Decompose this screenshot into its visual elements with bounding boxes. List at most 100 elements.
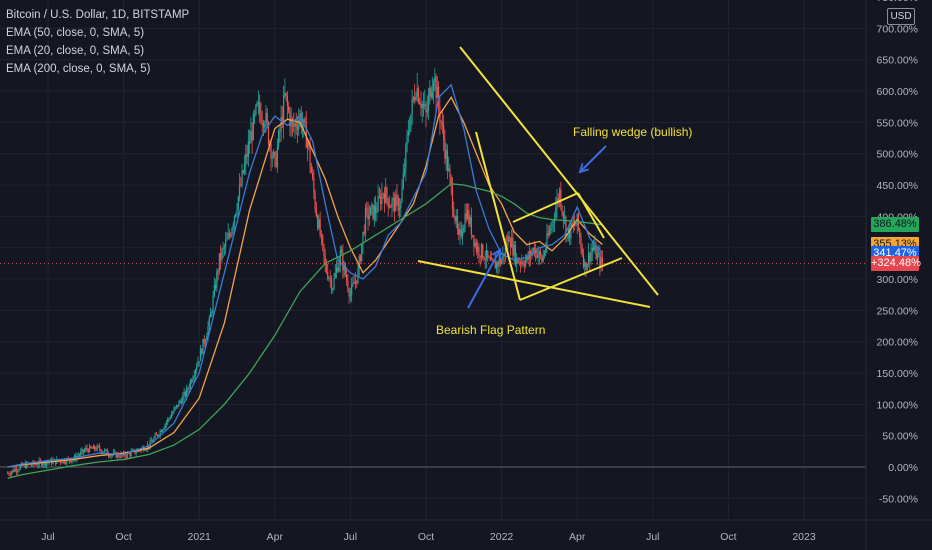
candle-body (188, 387, 190, 390)
candle-body (169, 417, 171, 419)
candle-body (557, 198, 559, 201)
currency-button[interactable]: USD (887, 8, 915, 25)
candle-body (375, 205, 377, 213)
candle-body (203, 338, 205, 344)
candle-body (266, 113, 268, 123)
y-tick-label: 200.00% (877, 337, 918, 349)
candle-body (397, 197, 399, 211)
candle-body (178, 401, 180, 407)
candle-body (94, 445, 96, 450)
x-tick-label: 2023 (792, 531, 816, 543)
candle-body (449, 168, 451, 177)
candle-body (411, 98, 413, 115)
candle-body (417, 88, 420, 103)
candle-body (461, 232, 464, 237)
candle-body (71, 460, 73, 463)
candle-body (569, 228, 571, 239)
candle-body (163, 428, 165, 430)
candle-body (217, 271, 219, 273)
candle-body (279, 131, 281, 133)
x-tick-label: 2022 (490, 531, 514, 543)
candle-body (372, 204, 374, 219)
candle-body (296, 127, 299, 130)
candle-body (283, 95, 285, 125)
candle-body (300, 113, 302, 128)
candle-body (373, 205, 375, 219)
candle-body (371, 204, 373, 207)
candle-body (168, 418, 170, 420)
candle-body (386, 187, 388, 199)
candle-body (186, 388, 188, 396)
candle-body (284, 92, 286, 96)
candle-body (344, 264, 346, 275)
candle-body (367, 208, 369, 220)
candle-body (325, 263, 328, 272)
bearish-flag-arrow-head (491, 248, 502, 260)
candle-body (223, 246, 225, 248)
y-tick-label: 500.00% (877, 149, 918, 161)
candle-body (579, 229, 581, 238)
y-tick-label: 100.00% (877, 399, 918, 411)
candle-body (77, 455, 79, 457)
candle-body (429, 87, 431, 97)
candle-body (346, 274, 348, 281)
candle-body (440, 121, 442, 123)
candle-body (44, 461, 47, 466)
candle-body (221, 249, 223, 261)
candle-body (101, 451, 103, 453)
candle-body (303, 118, 305, 126)
candle-body (474, 242, 476, 247)
candle-body (109, 455, 111, 457)
candle-body (246, 153, 248, 157)
candle-body (245, 153, 247, 164)
candle-body (498, 258, 500, 267)
candle-body (538, 251, 540, 256)
candle-body (114, 452, 116, 454)
candle-body (352, 283, 354, 285)
candle-body (592, 247, 595, 250)
candle-body (526, 255, 528, 261)
candle-body (443, 124, 445, 141)
candle-body (562, 212, 564, 219)
candle-body (19, 465, 21, 470)
candle-body (262, 122, 265, 127)
candle-body (507, 236, 509, 246)
candle-body (584, 262, 586, 267)
candle-body (231, 228, 233, 236)
candle-body (157, 434, 159, 436)
candle-body (136, 450, 139, 453)
candle-body (7, 473, 9, 475)
candle-body (502, 253, 504, 261)
candle-body (211, 312, 213, 314)
candle-body (199, 349, 202, 362)
y-tick-label: 700.00% (877, 23, 918, 35)
candle-body (126, 452, 128, 458)
candle-body (70, 460, 72, 463)
candle-body (256, 102, 258, 106)
candle-body (521, 261, 523, 264)
chart-legend: Bitcoin / U.S. Dollar, 1D, BITSTAMP EMA … (6, 6, 189, 78)
candle-body (407, 131, 409, 136)
candle-body (201, 349, 203, 354)
candle-body (212, 295, 214, 313)
candle-body (382, 193, 384, 195)
candle-body (546, 233, 548, 248)
candle-body (432, 82, 435, 92)
candle-body (485, 250, 488, 260)
candle-body (314, 192, 316, 209)
candle-body (518, 262, 520, 264)
candle-body (594, 245, 596, 250)
candle-body (160, 430, 162, 432)
candle-body (155, 434, 157, 436)
flag-lower-line (519, 257, 623, 301)
candle-body (281, 117, 283, 125)
candle-body (257, 102, 260, 104)
x-tick-label: Apr (569, 531, 586, 543)
candle-body (328, 278, 330, 280)
candle-body (251, 131, 253, 140)
candle-body (196, 366, 198, 371)
candle-body (235, 213, 237, 217)
candle-body (153, 438, 155, 442)
